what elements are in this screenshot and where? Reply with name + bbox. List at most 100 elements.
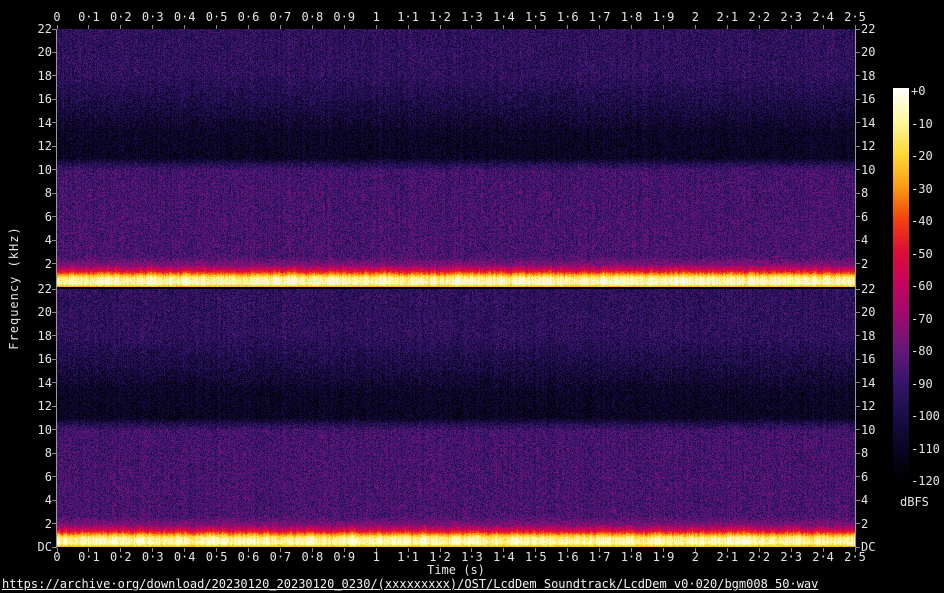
freq-tick xyxy=(52,51,57,53)
time-tick-label: 0·6 xyxy=(237,550,260,564)
freq-tick xyxy=(52,476,57,478)
colorbar-tick-label: -60 xyxy=(911,279,933,293)
time-tick xyxy=(567,548,569,552)
time-tick xyxy=(471,25,473,29)
freq-tick-label: 8 xyxy=(44,186,52,201)
time-tick xyxy=(726,548,728,552)
freq-tick xyxy=(52,98,57,100)
freq-tick xyxy=(52,382,57,384)
time-tick-label: 1·6 xyxy=(556,10,579,24)
time-tick-label: 0·7 xyxy=(269,10,292,24)
time-tick xyxy=(726,25,728,29)
freq-tick xyxy=(855,122,860,124)
freq-tick-label: 14 xyxy=(37,115,52,130)
freq-tick-label: 18 xyxy=(861,328,876,343)
time-tick xyxy=(631,25,633,29)
colorbar-tick-label: -10 xyxy=(911,116,933,131)
time-tick-label: 0·4 xyxy=(173,10,196,24)
freq-tick-label: DC xyxy=(861,540,876,554)
time-tick-label: 1 xyxy=(372,10,380,24)
time-tick xyxy=(120,548,122,552)
freq-tick xyxy=(855,452,860,454)
time-tick-label: 0·3 xyxy=(141,550,164,564)
freq-tick xyxy=(855,476,860,478)
time-tick xyxy=(535,25,537,29)
freq-tick-label: 10 xyxy=(37,422,52,437)
colorbar-unit-label: dBFS xyxy=(900,495,929,509)
freq-tick-label: 8 xyxy=(44,446,52,461)
time-axis-title: Time (s) xyxy=(427,563,485,577)
freq-tick-label: 14 xyxy=(861,115,876,130)
time-tick-label: 0·9 xyxy=(333,550,356,564)
time-tick xyxy=(184,548,186,552)
time-tick xyxy=(88,25,90,29)
time-tick xyxy=(599,548,601,552)
time-tick-label: 0·9 xyxy=(333,10,356,24)
time-tick-label: 1·5 xyxy=(524,10,547,24)
freq-tick xyxy=(855,28,860,30)
freq-tick xyxy=(855,239,860,241)
time-tick-label: 1·7 xyxy=(588,550,611,564)
freq-tick-label: 22 xyxy=(861,22,876,36)
time-tick xyxy=(216,25,218,29)
colorbar-tick-label: -40 xyxy=(911,214,933,228)
freq-tick xyxy=(855,405,860,407)
time-tick-label: 1·9 xyxy=(652,10,675,24)
source-url-link[interactable]: https://archive·org/download/20230120_20… xyxy=(2,577,819,591)
time-tick xyxy=(758,25,760,29)
time-tick xyxy=(439,548,441,552)
time-tick xyxy=(790,25,792,29)
freq-tick xyxy=(855,429,860,431)
colorbar-tick-label: -80 xyxy=(911,344,933,358)
time-tick-label: 1·5 xyxy=(524,550,547,564)
time-tick xyxy=(790,548,792,552)
time-tick xyxy=(503,25,505,29)
freq-tick-label: 20 xyxy=(861,305,876,320)
time-tick-label: 1·4 xyxy=(493,550,515,564)
spectrogram-channel-1 xyxy=(57,29,855,287)
time-tick-label: 2·5 xyxy=(844,550,866,564)
time-tick-label: 2 xyxy=(691,550,700,564)
colorbar-tick-label: -70 xyxy=(911,311,933,326)
freq-tick-label: 4 xyxy=(44,493,52,508)
freq-tick-label: 18 xyxy=(861,68,876,83)
freq-tick-label: 2 xyxy=(44,516,52,531)
time-tick-label: 1·1 xyxy=(397,10,419,24)
time-tick xyxy=(471,548,473,552)
freq-tick xyxy=(855,523,860,525)
time-tick xyxy=(822,25,824,29)
time-tick xyxy=(599,25,601,29)
freq-tick-label: 22 xyxy=(37,282,52,296)
frequency-axis-title: Frequency (kHz) xyxy=(7,226,21,350)
time-tick xyxy=(248,548,250,552)
time-tick xyxy=(694,25,696,29)
time-tick xyxy=(248,25,250,29)
time-tick-label: 0·5 xyxy=(205,10,228,24)
freq-tick xyxy=(52,335,57,337)
time-tick xyxy=(407,25,409,29)
time-tick-label: 2·2 xyxy=(748,550,771,564)
time-tick xyxy=(152,25,154,29)
time-tick-label: 0 xyxy=(53,10,61,24)
time-tick xyxy=(375,25,377,29)
freq-tick xyxy=(52,216,57,218)
colorbar-tick-label: -50 xyxy=(911,246,933,261)
colorbar-tick-label: -120 xyxy=(911,474,940,488)
freq-tick-label: 4 xyxy=(861,233,869,248)
freq-tick xyxy=(855,499,860,501)
freq-tick-label: 12 xyxy=(861,139,876,154)
time-tick xyxy=(758,548,760,552)
freq-tick-label: 14 xyxy=(861,375,876,390)
spectrogram-channel-2 xyxy=(57,289,855,547)
colorbar-tick-label: -100 xyxy=(911,409,940,423)
freq-tick xyxy=(855,51,860,53)
freq-tick xyxy=(52,452,57,454)
time-tick xyxy=(567,25,569,29)
time-tick xyxy=(694,548,696,552)
freq-tick-label: 12 xyxy=(37,139,52,154)
freq-tick-label: 12 xyxy=(861,399,876,414)
time-tick-label: 2·4 xyxy=(812,10,834,24)
time-tick xyxy=(216,548,218,552)
freq-tick xyxy=(855,98,860,100)
time-tick xyxy=(662,25,664,29)
